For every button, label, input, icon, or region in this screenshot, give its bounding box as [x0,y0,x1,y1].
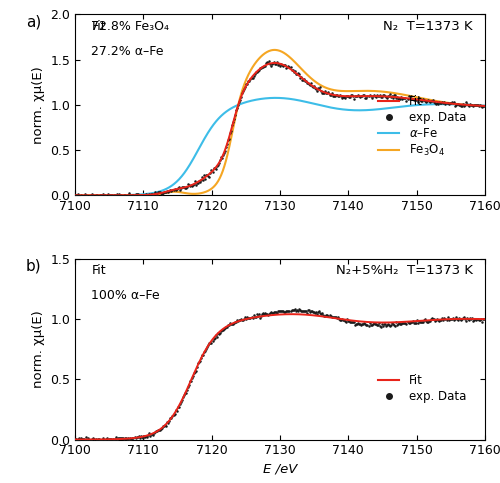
Text: a): a) [26,14,41,29]
Text: N₂  T=1373 K: N₂ T=1373 K [383,20,472,33]
Y-axis label: norm. χμ(E): norm. χμ(E) [32,310,44,388]
Text: b): b) [26,259,42,274]
Text: Fit: Fit [92,264,106,277]
Text: Fit: Fit [92,20,106,33]
Text: 27.2% α–Fe: 27.2% α–Fe [92,45,164,58]
Text: N₂+5%H₂  T=1373 K: N₂+5%H₂ T=1373 K [336,264,472,277]
Legend: Fit, exp. Data: Fit, exp. Data [374,369,471,408]
Legend: Fit, exp. Data, $\alpha$–Fe, Fe$_3$O$_4$: Fit, exp. Data, $\alpha$–Fe, Fe$_3$O$_4$ [374,90,471,163]
Y-axis label: norm. χμ(E): norm. χμ(E) [32,66,44,144]
Text: 100% α–Fe: 100% α–Fe [92,289,160,302]
X-axis label: E /eV: E /eV [263,463,297,476]
Text: 72.8% Fe₃O₄: 72.8% Fe₃O₄ [92,20,170,33]
